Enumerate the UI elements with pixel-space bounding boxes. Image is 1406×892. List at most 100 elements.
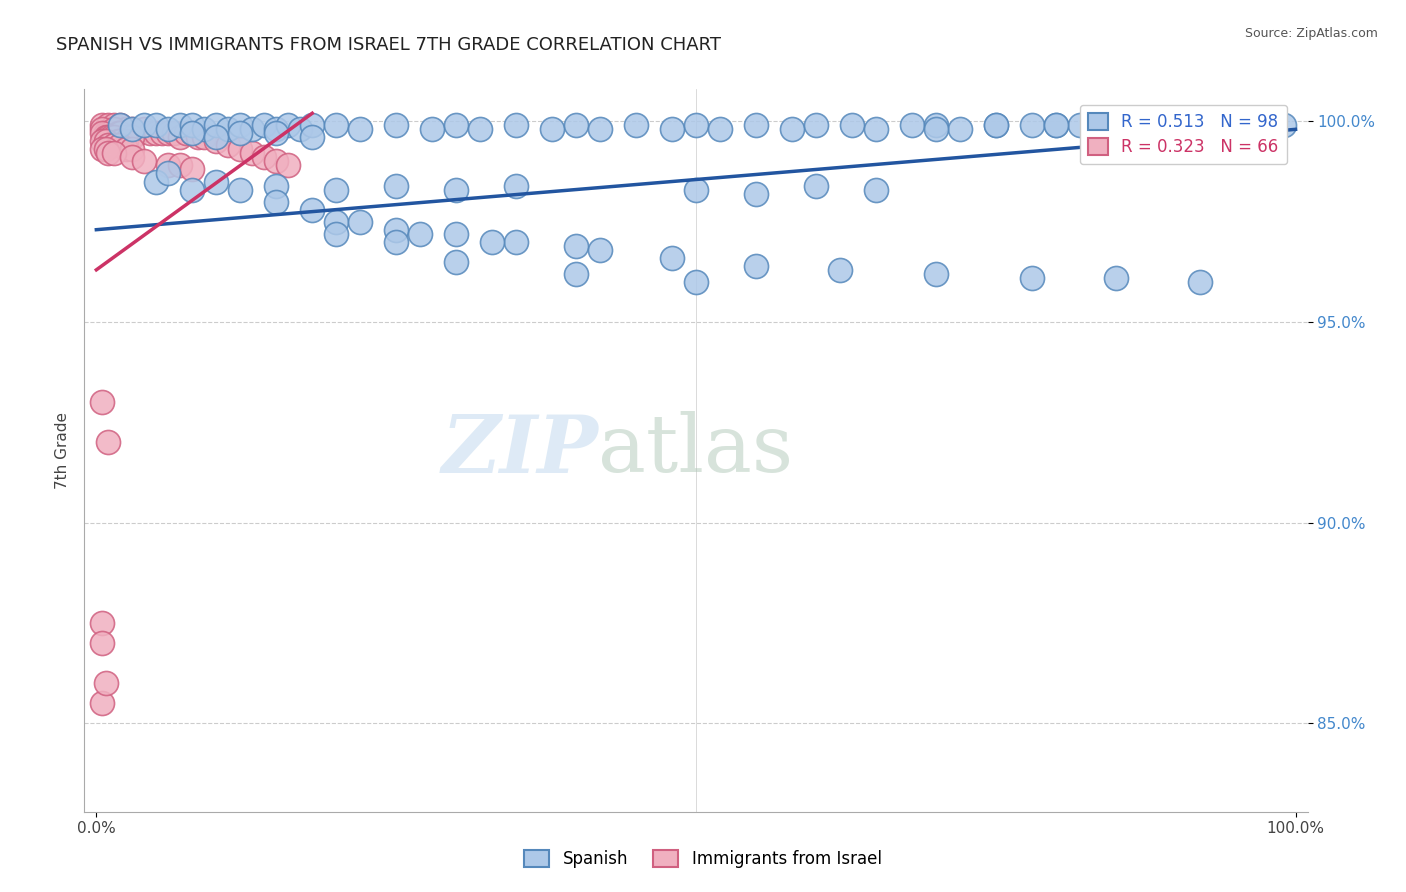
- Point: [193, 130, 215, 145]
- Point: [661, 122, 683, 136]
- Point: [100, 130, 122, 145]
- Point: [229, 119, 252, 133]
- Point: [107, 135, 129, 149]
- Point: [444, 227, 467, 241]
- Point: [409, 227, 432, 241]
- Point: [1188, 119, 1211, 133]
- Point: [624, 119, 647, 133]
- Point: [134, 119, 156, 133]
- Point: [240, 146, 263, 161]
- Point: [157, 127, 180, 141]
- Point: [1225, 119, 1247, 133]
- Point: [103, 146, 125, 161]
- Point: [205, 135, 228, 149]
- Point: [217, 122, 239, 136]
- Point: [780, 122, 803, 136]
- Point: [121, 143, 143, 157]
- Point: [505, 178, 527, 193]
- Point: [505, 235, 527, 249]
- Point: [325, 183, 347, 197]
- Point: [1045, 119, 1067, 133]
- Point: [97, 119, 120, 133]
- Point: [925, 122, 948, 136]
- Point: [277, 119, 299, 133]
- Text: atlas: atlas: [598, 411, 793, 490]
- Point: [94, 676, 117, 690]
- Point: [685, 119, 707, 133]
- Point: [91, 395, 114, 409]
- Point: [103, 138, 125, 153]
- Point: [97, 127, 120, 141]
- Point: [169, 119, 191, 133]
- Point: [804, 178, 827, 193]
- Point: [91, 616, 114, 631]
- Point: [100, 122, 122, 136]
- Point: [841, 119, 863, 133]
- Point: [325, 119, 347, 133]
- Point: [127, 127, 149, 141]
- Point: [91, 127, 114, 141]
- Point: [110, 138, 132, 153]
- Point: [94, 143, 117, 157]
- Point: [157, 159, 180, 173]
- Point: [1105, 271, 1128, 285]
- Point: [187, 130, 209, 145]
- Point: [565, 267, 588, 281]
- Point: [163, 127, 186, 141]
- Point: [301, 202, 323, 217]
- Point: [685, 183, 707, 197]
- Point: [91, 122, 114, 136]
- Point: [181, 127, 204, 141]
- Point: [420, 122, 443, 136]
- Text: ZIP: ZIP: [441, 412, 598, 489]
- Point: [901, 119, 924, 133]
- Point: [91, 119, 114, 133]
- Point: [385, 235, 408, 249]
- Point: [103, 122, 125, 136]
- Point: [505, 119, 527, 133]
- Point: [264, 122, 287, 136]
- Point: [1129, 119, 1152, 133]
- Point: [97, 146, 120, 161]
- Point: [94, 130, 117, 145]
- Point: [217, 138, 239, 153]
- Point: [157, 122, 180, 136]
- Legend: R = 0.513   N = 98, R = 0.323   N = 66: R = 0.513 N = 98, R = 0.323 N = 66: [1080, 104, 1286, 164]
- Point: [925, 119, 948, 133]
- Point: [205, 175, 228, 189]
- Point: [110, 119, 132, 133]
- Point: [169, 130, 191, 145]
- Point: [139, 127, 162, 141]
- Point: [385, 119, 408, 133]
- Point: [1045, 119, 1067, 133]
- Point: [709, 122, 731, 136]
- Point: [541, 122, 564, 136]
- Point: [174, 127, 197, 141]
- Point: [1188, 275, 1211, 289]
- Point: [193, 122, 215, 136]
- Point: [145, 119, 167, 133]
- Point: [91, 697, 114, 711]
- Point: [100, 127, 122, 141]
- Point: [94, 122, 117, 136]
- Point: [661, 251, 683, 265]
- Point: [1164, 119, 1187, 133]
- Point: [97, 130, 120, 145]
- Text: SPANISH VS IMMIGRANTS FROM ISRAEL 7TH GRADE CORRELATION CHART: SPANISH VS IMMIGRANTS FROM ISRAEL 7TH GR…: [56, 36, 721, 54]
- Point: [115, 135, 138, 149]
- Point: [444, 183, 467, 197]
- Point: [745, 186, 768, 201]
- Point: [1164, 119, 1187, 133]
- Point: [984, 119, 1007, 133]
- Point: [385, 178, 408, 193]
- Point: [107, 122, 129, 136]
- Text: Source: ZipAtlas.com: Source: ZipAtlas.com: [1244, 27, 1378, 40]
- Point: [264, 127, 287, 141]
- Point: [565, 239, 588, 253]
- Point: [181, 183, 204, 197]
- Point: [301, 119, 323, 133]
- Y-axis label: 7th Grade: 7th Grade: [55, 412, 70, 489]
- Point: [1069, 119, 1091, 133]
- Point: [115, 122, 138, 136]
- Point: [181, 127, 204, 141]
